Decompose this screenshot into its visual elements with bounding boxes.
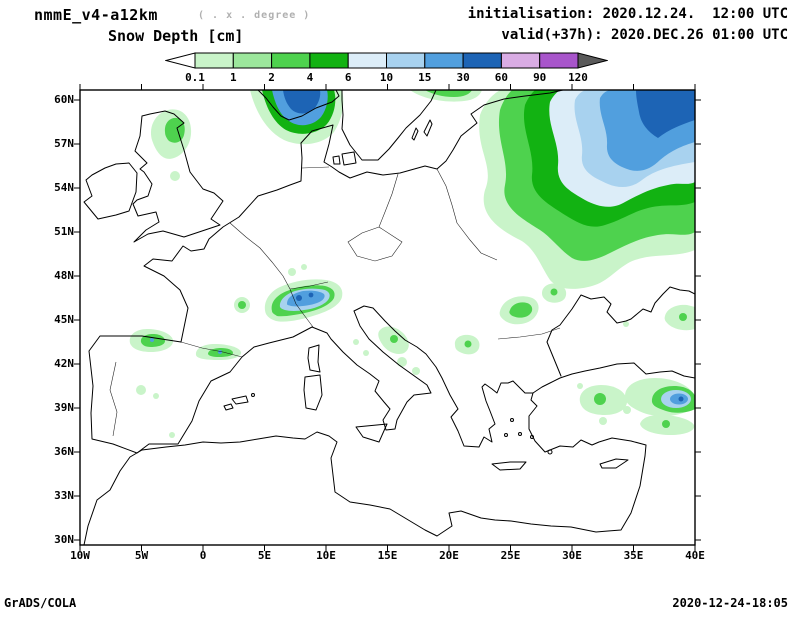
- island-sicily: [355, 423, 388, 443]
- lat-label: 60N: [54, 93, 74, 106]
- lat-label: 33N: [54, 489, 74, 502]
- island-zealand: [341, 151, 357, 166]
- island-fyn: [332, 155, 341, 165]
- island-oland: [411, 127, 419, 141]
- colorbar-tick: 1: [229, 71, 237, 84]
- coast-norway: [257, 90, 340, 121]
- coast-great-britain: [132, 110, 224, 243]
- colorbar-tick: 120: [568, 71, 588, 84]
- lon-label: 40E: [685, 549, 705, 562]
- colorbar-swatches: [165, 52, 608, 69]
- lat-label: 45N: [54, 313, 74, 326]
- model-name: nmmE_v4-a12km: [34, 6, 158, 24]
- island-sardinia: [303, 374, 323, 411]
- resolution-note: ( . x . degree ): [198, 10, 311, 21]
- coast-atlantic-baltic: [143, 90, 564, 343]
- init-time-label: initialisation: 2020.12.24. 12:00 UTC: [467, 6, 788, 22]
- island-crete: [491, 461, 527, 471]
- lat-label: 57N: [54, 137, 74, 150]
- timestamp-label: 2020-12-24-18:05: [672, 596, 788, 610]
- island-mallorca: [231, 395, 249, 405]
- island-aegean: [518, 432, 522, 436]
- europe-map-svg: [74, 84, 701, 551]
- lon-label: 25E: [500, 549, 521, 562]
- coast-iberia-sfrance: [88, 326, 313, 454]
- lon-label: 0: [199, 549, 207, 562]
- lat-label: 54N: [54, 181, 74, 194]
- field-title: Snow Depth [cm]: [108, 27, 244, 45]
- colorbar-seg: [424, 52, 464, 69]
- lon-label: 20E: [439, 549, 459, 562]
- colorbar-seg: [462, 52, 502, 69]
- coast-ireland: [83, 162, 138, 220]
- island-cyprus: [599, 458, 629, 469]
- colorbar-seg: [309, 52, 349, 69]
- coast-black-sea-north: [546, 286, 695, 377]
- coast-africa-levant-aegean: [83, 392, 647, 545]
- colorbar-seg: [271, 52, 311, 69]
- lon-label: 35E: [623, 549, 644, 562]
- island-corsica: [307, 344, 321, 373]
- island-ibiza: [223, 403, 234, 411]
- lat-label: 42N: [54, 357, 74, 370]
- coastlines: [83, 90, 695, 545]
- island-aegean: [530, 435, 534, 439]
- lon-label: 5W: [134, 549, 149, 562]
- colorbar-tick: 90: [533, 71, 547, 84]
- colorbar-seg: [500, 52, 541, 69]
- island-rhodes: [547, 449, 553, 455]
- colorbar: 0.1 1 2 4 6 10 15 30 60 90 120: [165, 52, 608, 94]
- colorbar-tick: 4: [306, 71, 314, 84]
- colorbar-tick: 10: [379, 71, 394, 84]
- lat-label: 39N: [54, 401, 74, 414]
- lat-label: 48N: [54, 269, 74, 282]
- coast-balkans-greece-turkey: [353, 305, 695, 448]
- lon-label: 10E: [316, 549, 336, 562]
- lon-label: 10W: [70, 549, 90, 562]
- lat-label: 36N: [54, 445, 74, 458]
- lon-label: 30E: [562, 549, 582, 562]
- colorbar-tick: 6: [344, 71, 352, 84]
- lon-label: 15E: [377, 549, 398, 562]
- island-aegean: [504, 433, 508, 437]
- colorbar-seg: [194, 52, 234, 69]
- colorbar-right-arrow: [577, 52, 608, 69]
- country-borders: [109, 166, 561, 437]
- colorbar-tick: 0.1: [185, 71, 205, 84]
- coast-sweden: [341, 90, 437, 161]
- coast-italy: [311, 310, 432, 431]
- valid-time-label: valid(+37h): 2020.DEC.26 01:00 UTC: [501, 27, 788, 43]
- island-aegean: [510, 418, 514, 422]
- lat-label: 51N: [54, 225, 74, 238]
- colorbar-seg: [347, 52, 387, 69]
- credit-label: GrADS/COLA: [4, 596, 77, 610]
- axis-ticks: [74, 84, 701, 551]
- lat-label: 30N: [54, 533, 74, 546]
- colorbar-tick: 15: [418, 71, 432, 84]
- colorbar-tick: 30: [456, 71, 470, 84]
- island-gotland: [423, 119, 433, 137]
- colorbar-seg: [539, 52, 579, 69]
- lon-label: 5E: [257, 549, 272, 562]
- colorbar-left-arrow: [165, 52, 196, 69]
- colorbar-seg: [232, 52, 273, 69]
- colorbar-tick: 60: [494, 71, 509, 84]
- snow-shading: [129, 90, 695, 438]
- island-menorca: [251, 393, 255, 397]
- colorbar-tick: 2: [268, 71, 275, 84]
- colorbar-seg: [386, 52, 426, 69]
